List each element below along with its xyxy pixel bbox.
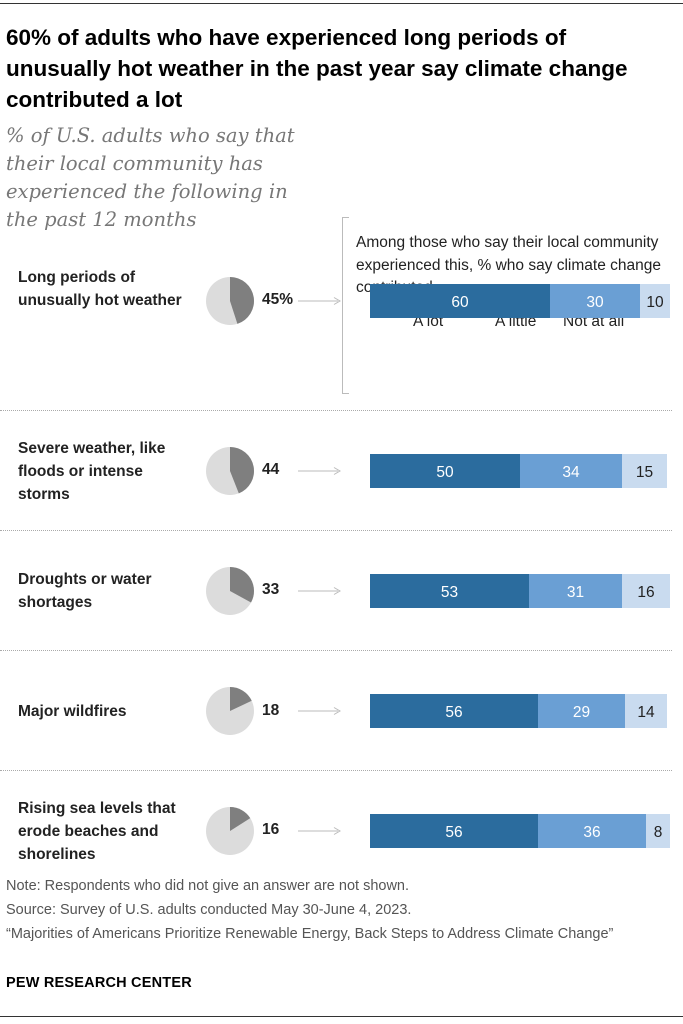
bar-segment-not-at-all xyxy=(622,454,667,488)
row-separator xyxy=(0,770,672,771)
bar-segment-a-lot xyxy=(370,284,550,318)
bar-label-a-lot: 56 xyxy=(445,704,462,721)
bar-label-a-little: 36 xyxy=(583,824,600,841)
pie-slice xyxy=(230,687,252,711)
report-title-text: “Majorities of Americans Prioritize Rene… xyxy=(6,926,614,942)
top-rule xyxy=(0,3,683,4)
row-separator xyxy=(0,410,672,411)
bar-segment-a-little xyxy=(538,814,646,848)
bar-segment-a-little xyxy=(550,284,640,318)
callout-bracket xyxy=(342,217,349,394)
arrow-head xyxy=(333,297,341,305)
pie-slice xyxy=(230,277,255,324)
bar-label-a-lot: 53 xyxy=(441,584,458,601)
pie-slice xyxy=(230,447,255,494)
bar-label-a-lot: 50 xyxy=(436,464,454,481)
brand-logo-text: PEW RESEARCH CENTER xyxy=(6,975,192,991)
chart-title: 60% of adults who have experienced long … xyxy=(6,25,628,112)
bar-label-not-at-all: 16 xyxy=(637,584,654,601)
bar-segment-a-lot xyxy=(370,574,529,608)
arrow-head xyxy=(333,467,341,475)
bar-label-not-at-all: 8 xyxy=(654,824,663,841)
bar-segment-a-lot xyxy=(370,694,538,728)
bar-segment-a-lot xyxy=(370,814,538,848)
bar-segment-not-at-all xyxy=(625,694,667,728)
category-label-severe-weather: Severe weather, like floods or intense s… xyxy=(18,440,166,503)
experienced-pct-severe-weather: 44 xyxy=(262,461,280,478)
pie-slice xyxy=(230,807,251,831)
arrow-head xyxy=(333,707,341,715)
bar-label-a-little: 29 xyxy=(573,704,590,721)
category-label-droughts: Droughts or water shortages xyxy=(18,571,152,611)
bar-segment-a-little xyxy=(520,454,622,488)
experienced-pct-hot-weather: 45% xyxy=(262,291,294,308)
source-text: Source: Survey of U.S. adults conducted … xyxy=(6,902,412,918)
bottom-rule xyxy=(0,1016,683,1017)
note-text: Note: Respondents who did not give an an… xyxy=(6,878,410,894)
bar-segment-a-lot xyxy=(370,454,520,488)
category-label-wildfires: Major wildfires xyxy=(18,703,127,720)
bar-label-a-little: 31 xyxy=(567,584,584,601)
bar-label-a-lot: 60 xyxy=(451,294,469,311)
category-label-hot-weather: Long periods of unusually hot weather xyxy=(18,269,182,309)
bar-label-not-at-all: 10 xyxy=(646,294,664,311)
row-separator xyxy=(0,530,672,531)
bar-segment-a-little xyxy=(538,694,625,728)
bar-label-a-little: 34 xyxy=(562,464,580,481)
bar-label-not-at-all: 14 xyxy=(637,704,655,721)
experienced-pct-wildfires: 18 xyxy=(262,702,280,719)
row-separator xyxy=(0,650,672,651)
arrow-head xyxy=(333,827,341,835)
arrow-head xyxy=(333,587,341,595)
experienced-pct-droughts: 33 xyxy=(262,581,280,598)
bar-segment-not-at-all xyxy=(640,284,670,318)
category-label-sea-levels: Rising sea levels that erode beaches and… xyxy=(18,800,176,863)
bar-label-a-lot: 56 xyxy=(445,824,462,841)
bar-segment-a-little xyxy=(529,574,622,608)
bar-segment-not-at-all xyxy=(646,814,670,848)
bar-label-a-little: 30 xyxy=(586,294,604,311)
chart-subtitle: % of U.S. adults who say that their loca… xyxy=(6,124,295,231)
pie-slice xyxy=(230,567,254,603)
bar-segment-not-at-all xyxy=(622,574,670,608)
bar-label-not-at-all: 15 xyxy=(636,464,653,481)
experienced-pct-sea-levels: 16 xyxy=(262,821,280,838)
